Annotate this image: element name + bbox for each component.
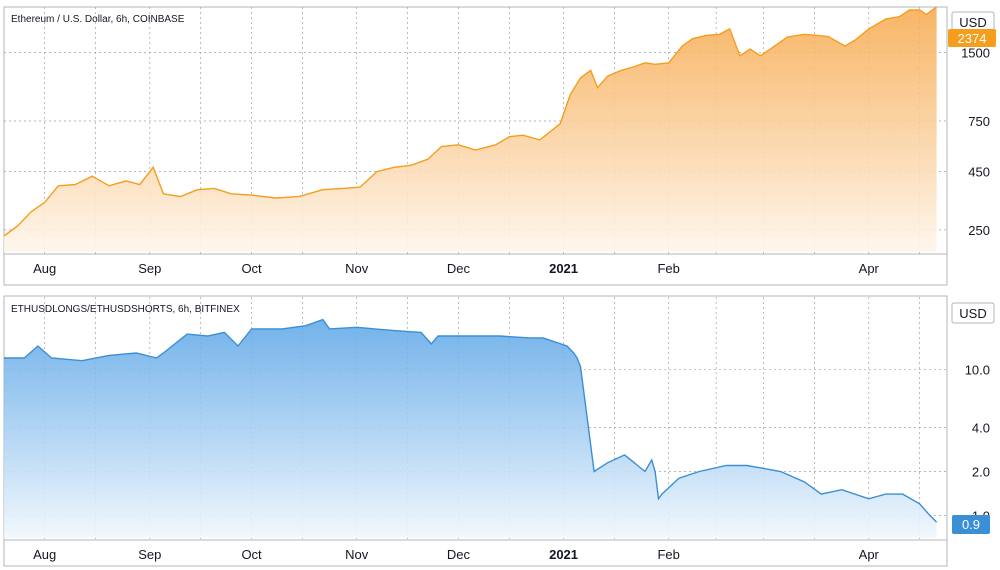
ratio-line	[4, 318, 938, 523]
eth-y-tick-label: 450	[968, 165, 990, 180]
eth-x-tick-label: 2021	[549, 261, 578, 276]
ratio-pane: 1.02.04.010.0 AugSepOctNovDec2021FebApr …	[3, 295, 995, 567]
eth-y-tick-label: 1500	[961, 45, 990, 60]
ratio-y-tick-label: 4.0	[972, 421, 990, 436]
eth-x-tick-label: Oct	[241, 261, 262, 276]
eth-x-tick-label: Apr	[859, 261, 880, 276]
eth-y-axis: 250 450 750 1500	[961, 45, 990, 238]
eth-x-tick-label: Feb	[657, 261, 679, 276]
eth-y-tick-label: 250	[968, 223, 990, 238]
ratio-x-tick-label: Feb	[657, 547, 679, 562]
ratio-x-tick-label: Nov	[345, 547, 369, 562]
eth-last-price-label: 2374	[958, 31, 987, 46]
ratio-y-tick-label: 10.0	[965, 363, 990, 378]
ratio-title: ETHUSDLONGS/ETHUSDSHORTS, 6h, BITFINEX	[11, 304, 240, 315]
ratio-y-axis: 1.02.04.010.0	[965, 363, 990, 524]
eth-x-tick-label: Aug	[33, 261, 56, 276]
ratio-currency-box[interactable]	[951, 302, 995, 324]
ratio-x-axis: Aug Sep Oct Nov Dec 2021 Feb Apr	[33, 547, 879, 562]
eth-x-tick-label: Nov	[345, 261, 369, 276]
ratio-x-tick-label: Apr	[859, 547, 880, 562]
eth-x-tick-label: Dec	[447, 261, 471, 276]
eth-x-axis: Aug Sep Oct Nov Dec 2021 Feb Apr	[33, 261, 879, 276]
ratio-last-value-badge	[952, 515, 990, 534]
eth-last-price-badge	[948, 29, 996, 47]
ratio-x-tick-label: Oct	[241, 547, 262, 562]
ratio-x-tick-label: Sep	[138, 547, 161, 562]
eth-area-fill	[4, 6, 937, 253]
ratio-area-fill	[4, 319, 937, 538]
eth-y-tick-label: 750	[968, 114, 990, 129]
eth-title: Ethereum / U.S. Dollar, 6h, COINBASE	[11, 14, 185, 25]
ratio-x-tick-label: Dec	[447, 547, 471, 562]
ratio-y-tick-label: 2.0	[972, 465, 990, 480]
eth-currency-label: USD	[959, 15, 986, 30]
eth-price-line	[3, 6, 938, 237]
ratio-last-value-label: 0.9	[962, 517, 980, 532]
ratio-currency-label: USD	[959, 306, 986, 321]
ratio-x-tick-label: Aug	[33, 547, 56, 562]
eth-x-tick-label: Sep	[138, 261, 161, 276]
ratio-x-tick-label: 2021	[549, 547, 578, 562]
